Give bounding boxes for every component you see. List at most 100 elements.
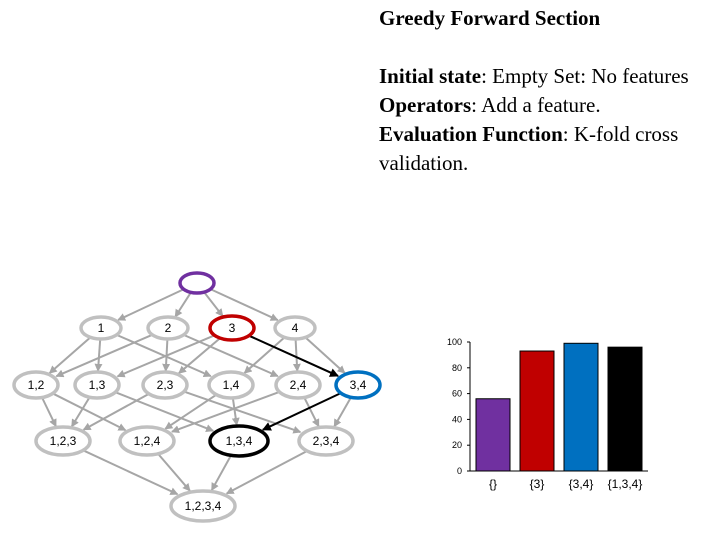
- initial-state-text: : Empty Set: No features: [481, 64, 689, 88]
- lattice-node: 4: [273, 315, 317, 341]
- slide-title: Greedy Forward Section: [379, 6, 601, 30]
- y-tick-label: 20: [452, 440, 462, 450]
- node-label: 2: [165, 321, 172, 335]
- lattice-edge: [164, 393, 217, 430]
- evaluation-label: Evaluation Function: [379, 122, 563, 146]
- node-ellipse: [146, 315, 190, 341]
- lattice-edges: [41, 288, 352, 496]
- search-path-edge: [261, 392, 342, 431]
- lattice-edge: [82, 392, 150, 431]
- lattice-edge: [243, 336, 286, 374]
- lattice-node: 2: [146, 315, 190, 341]
- bar-chart: 0 20 40 60 80 100 {} {3} {3,4} {1,3,4}: [447, 337, 648, 491]
- lattice-edge: [82, 449, 179, 496]
- y-tick-label: 40: [452, 414, 462, 424]
- lattice-edge: [231, 397, 240, 426]
- node-label: 1,2: [28, 378, 45, 392]
- node-label: 1,3: [89, 378, 106, 392]
- lattice-edge: [303, 397, 320, 428]
- node-label: 3: [229, 321, 236, 335]
- lattice-node: 1,4: [207, 370, 255, 400]
- search-path-edge: [248, 334, 339, 377]
- lattice-node: 3,4: [334, 370, 382, 400]
- category-label: {3}: [530, 477, 545, 491]
- y-tick-label: 60: [452, 389, 462, 399]
- lattice-edge: [52, 392, 127, 432]
- node-label: 4: [292, 321, 299, 335]
- lattice-edge: [174, 291, 192, 318]
- search-path-edge: [203, 291, 224, 317]
- node-ellipse: [34, 425, 92, 457]
- operators-text: : Add a feature.: [471, 93, 601, 117]
- lattice-node: 1,2,4: [118, 425, 176, 457]
- y-tick-label: 100: [447, 337, 462, 347]
- node-label: 1,4: [223, 378, 240, 392]
- node-ellipse: [178, 271, 216, 295]
- lattice-edge: [171, 390, 280, 434]
- lattice-edge: [94, 338, 103, 372]
- node-label: 1,3,4: [226, 434, 253, 448]
- y-tick-label: 0: [457, 466, 462, 476]
- node-ellipse: [273, 315, 317, 341]
- y-tick-label: 80: [452, 363, 462, 373]
- initial-state-label: Initial state: [379, 64, 482, 88]
- slide-description: Initial state: Empty Set: No features Op…: [379, 62, 720, 178]
- bar: [607, 346, 643, 472]
- node-label: 2,4: [290, 378, 307, 392]
- node-ellipse: [12, 370, 60, 400]
- lattice-edge: [210, 454, 232, 492]
- node-ellipse: [169, 489, 237, 523]
- evaluation-text: : K-fold cross validation.: [379, 122, 679, 175]
- lattice-edge: [116, 333, 212, 378]
- node-ellipse: [334, 370, 382, 400]
- node-ellipse: [274, 370, 322, 400]
- lattice-edge: [292, 338, 301, 372]
- node-ellipse: [208, 314, 256, 342]
- node-ellipse: [297, 425, 355, 457]
- node-label: 2,3: [157, 378, 174, 392]
- lattice-node: 1,2,3: [34, 425, 92, 457]
- node-label: 1,2,3: [50, 434, 77, 448]
- lattice-edge: [157, 453, 191, 492]
- lattice-edge: [55, 333, 153, 378]
- bar: [563, 342, 599, 472]
- node-ellipse: [79, 315, 123, 341]
- category-label: {}: [489, 477, 497, 491]
- bar: [519, 350, 555, 472]
- lattice-edge: [209, 288, 279, 321]
- lattice-nodes: 1 2 3 4 1,2 1,3 2,3 1,4 2,4 3,4 1,2,3 1,2,4 1,3,4 2,3…: [12, 271, 382, 523]
- lattice-node: 2,3: [141, 370, 189, 400]
- category-label: {3,4}: [569, 477, 594, 491]
- lattice-edge: [41, 397, 57, 428]
- lattice-edge: [48, 336, 92, 374]
- lattice-edge: [117, 288, 185, 321]
- lattice-edge: [178, 337, 221, 374]
- node-ellipse: [73, 370, 121, 400]
- node-label: 3,4: [350, 378, 367, 392]
- lattice-node: 1,2,3,4: [169, 489, 237, 523]
- lattice-node: 1,2: [12, 370, 60, 400]
- node-label: 1: [98, 321, 105, 335]
- lattice-edge: [116, 334, 215, 378]
- lattice-edge: [225, 450, 308, 495]
- lattice-edge: [70, 396, 91, 428]
- node-ellipse: [141, 370, 189, 400]
- lattice-node: [178, 271, 216, 295]
- node-label: 1,2,3,4: [185, 499, 222, 513]
- lattice-edge: [114, 391, 215, 432]
- lattice-edge: [333, 396, 352, 428]
- lattice-edge: [183, 390, 302, 434]
- lattice-node: 2,4: [274, 370, 322, 400]
- lattice-node: 1,3: [73, 370, 121, 400]
- node-label: 1,2,4: [134, 434, 161, 448]
- lattice-node: 1,3,4: [208, 424, 270, 458]
- operators-label: Operators: [379, 93, 472, 117]
- bar: [475, 398, 511, 472]
- lattice-node: 3: [208, 314, 256, 342]
- lattice-node: 1: [79, 315, 123, 341]
- node-ellipse: [208, 424, 270, 458]
- node-ellipse: [118, 425, 176, 457]
- category-label: {1,3,4}: [608, 477, 643, 491]
- lattice-edge: [304, 336, 346, 374]
